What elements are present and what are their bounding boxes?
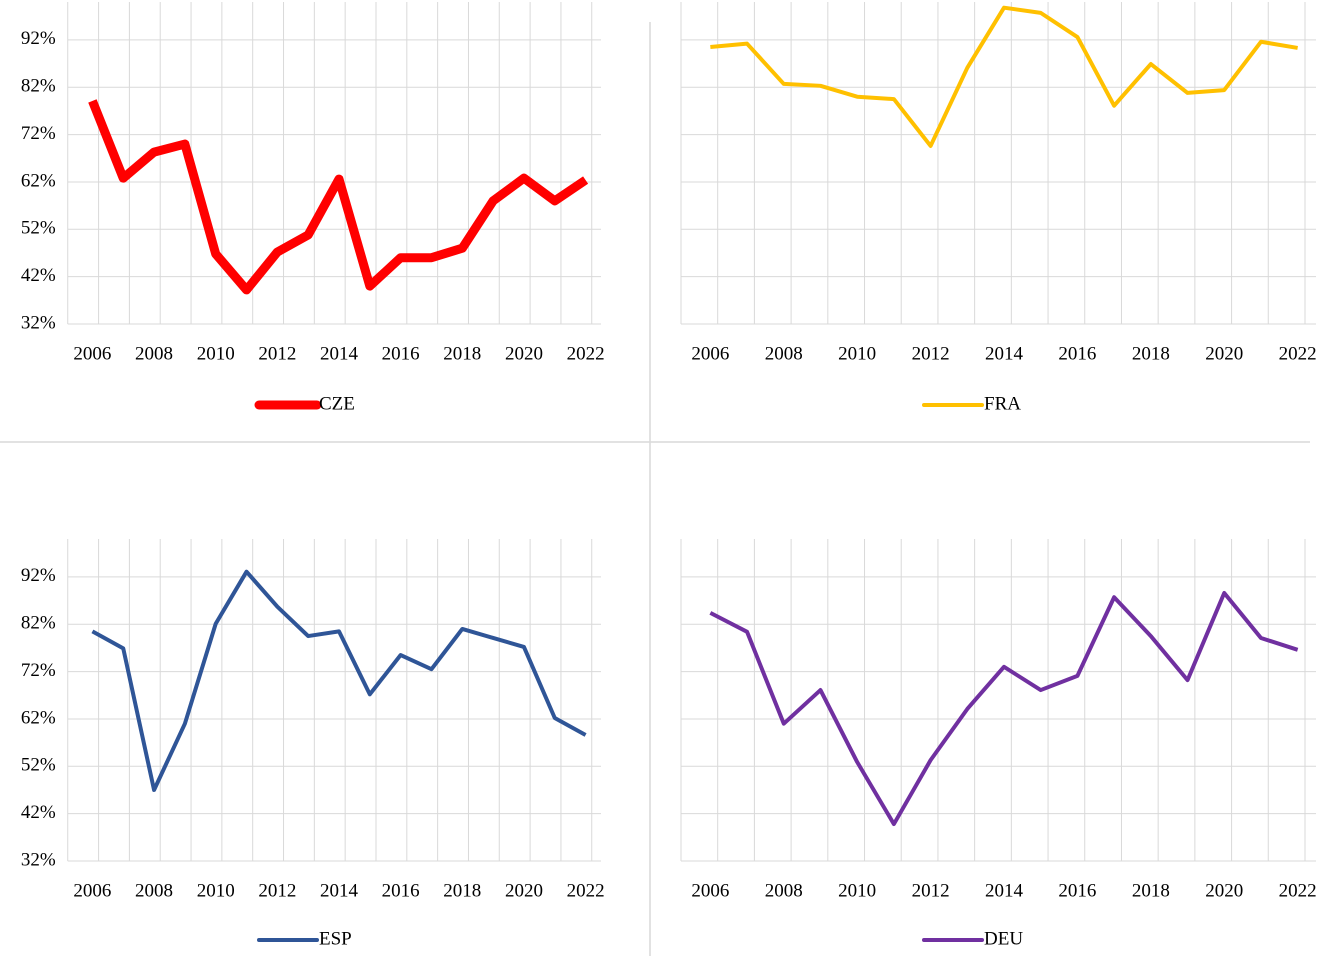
x-tick-label: 2018 bbox=[443, 343, 481, 364]
x-tick-label: 2006 bbox=[73, 343, 111, 364]
data-line bbox=[709, 590, 1299, 827]
y-tick-label: 52% bbox=[21, 218, 56, 239]
x-tick-label: 2008 bbox=[765, 343, 803, 364]
x-tick-label: 2010 bbox=[197, 343, 235, 364]
x-tick-label: 2020 bbox=[505, 343, 543, 364]
x-tick-label: 2018 bbox=[443, 880, 481, 901]
x-tick-label: 2016 bbox=[1058, 880, 1096, 901]
x-tick-label: 2010 bbox=[838, 343, 876, 364]
x-tick-label: 2016 bbox=[382, 880, 420, 901]
x-tick-label: 2020 bbox=[1205, 880, 1243, 901]
x-tick-label: 2022 bbox=[567, 343, 605, 364]
x-tick-label: 2010 bbox=[197, 880, 235, 901]
x-tick-label: 2006 bbox=[73, 880, 111, 901]
x-tick-label: 2014 bbox=[320, 880, 359, 901]
x-tick-label: 2020 bbox=[505, 880, 543, 901]
y-tick-label: 52% bbox=[21, 755, 56, 776]
y-tick-label: 62% bbox=[21, 170, 56, 191]
x-tick-label: 2012 bbox=[258, 880, 296, 901]
legend-label: CZE bbox=[319, 393, 355, 414]
x-tick-label: 2008 bbox=[765, 880, 803, 901]
x-tick-label: 2022 bbox=[1279, 343, 1317, 364]
y-tick-label: 72% bbox=[21, 660, 56, 681]
data-line bbox=[91, 569, 587, 792]
x-tick-label: 2012 bbox=[912, 880, 950, 901]
x-tick-label: 2018 bbox=[1132, 343, 1170, 364]
y-tick-label: 32% bbox=[21, 312, 56, 333]
x-tick-label: 2006 bbox=[691, 343, 729, 364]
x-tick-label: 2012 bbox=[258, 343, 296, 364]
x-tick-label: 2022 bbox=[567, 880, 605, 901]
y-tick-label: 72% bbox=[21, 123, 56, 144]
legend-label: ESP bbox=[319, 928, 352, 949]
y-tick-label: 82% bbox=[21, 613, 56, 634]
x-tick-label: 2016 bbox=[1058, 343, 1096, 364]
data-line bbox=[710, 5, 1298, 148]
legend-label: FRA bbox=[984, 393, 1021, 414]
x-tick-label: 2006 bbox=[691, 880, 729, 901]
y-tick-label: 32% bbox=[21, 849, 56, 870]
x-tick-label: 2014 bbox=[320, 343, 359, 364]
x-tick-label: 2018 bbox=[1132, 880, 1170, 901]
x-tick-label: 2012 bbox=[912, 343, 950, 364]
x-tick-label: 2010 bbox=[838, 880, 876, 901]
y-tick-label: 92% bbox=[21, 565, 56, 586]
x-tick-label: 2008 bbox=[135, 880, 173, 901]
legend-label: DEU bbox=[984, 928, 1023, 949]
x-tick-label: 2014 bbox=[985, 880, 1024, 901]
y-tick-label: 62% bbox=[21, 707, 56, 728]
x-tick-label: 2020 bbox=[1205, 343, 1243, 364]
y-tick-label: 92% bbox=[21, 28, 56, 49]
x-tick-label: 2016 bbox=[382, 343, 420, 364]
y-tick-label: 42% bbox=[21, 265, 56, 286]
y-tick-label: 42% bbox=[21, 802, 56, 823]
x-tick-label: 2008 bbox=[135, 343, 173, 364]
data-line bbox=[88, 99, 589, 295]
y-tick-label: 82% bbox=[21, 76, 56, 97]
x-tick-label: 2022 bbox=[1279, 880, 1317, 901]
x-tick-label: 2014 bbox=[985, 343, 1024, 364]
